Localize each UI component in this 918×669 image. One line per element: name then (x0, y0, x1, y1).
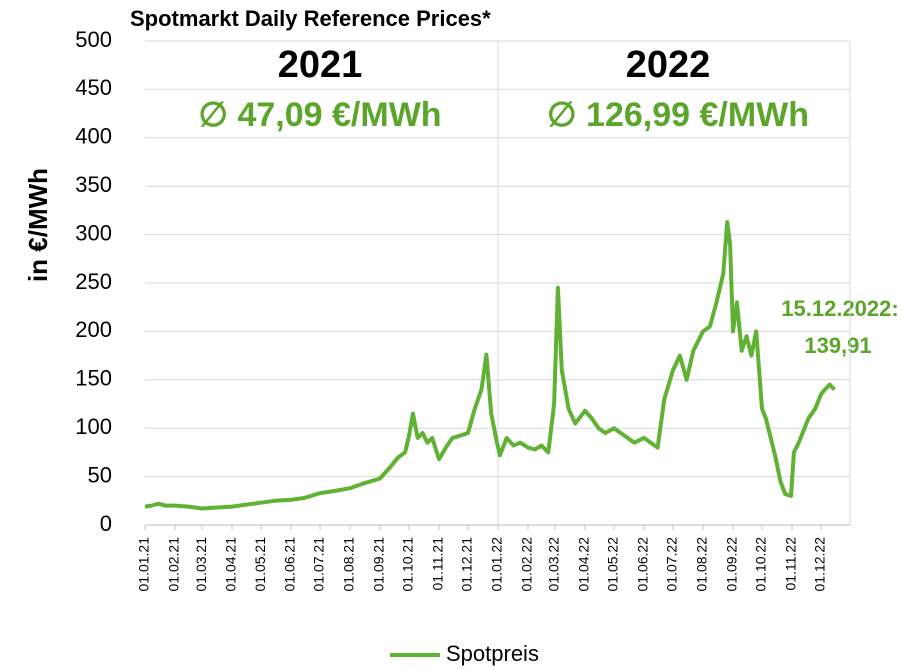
x-tick-label: 01.08.21 (341, 537, 357, 592)
x-tick-label: 01.12.21 (459, 537, 475, 592)
x-tick-label: 01.03.21 (193, 537, 209, 592)
last-value-label: 15.12.2022: (781, 296, 898, 321)
y-tick-label: 500 (75, 27, 112, 52)
x-tick-label: 01.04.22 (576, 537, 592, 592)
legend-label: Spotpreis (446, 641, 539, 666)
x-tick-label: 01.06.22 (635, 537, 651, 592)
x-tick-label: 01.11.21 (430, 537, 446, 591)
y-tick-label: 250 (75, 269, 112, 294)
y-tick-label: 100 (75, 414, 112, 439)
x-tick-label: 01.08.22 (694, 537, 710, 592)
x-tick-label: 01.05.22 (605, 537, 621, 592)
y-tick-label: 50 (88, 462, 112, 487)
y-tick-label: 300 (75, 220, 112, 245)
y-tick-label: 450 (75, 75, 112, 100)
y-tick-label: 400 (75, 124, 112, 149)
x-tick-label: 01.06.21 (282, 537, 298, 592)
x-tick-label: 01.07.21 (311, 537, 327, 592)
year-label: 2022 (626, 44, 711, 86)
x-tick-label: 01.10.22 (753, 537, 769, 592)
x-tick-label: 01.02.21 (166, 537, 182, 592)
y-tick-label: 0 (100, 511, 112, 536)
x-tick-label: 01.10.21 (400, 537, 416, 592)
x-tick-label: 01.01.21 (136, 537, 152, 592)
y-axis-label: in €/MWh (23, 168, 53, 282)
x-tick-label: 01.05.21 (252, 537, 268, 592)
x-tick-label: 01.01.22 (489, 537, 505, 592)
x-tick-label: 01.07.22 (664, 537, 680, 592)
x-tick-label: 01.12.22 (812, 537, 828, 592)
chart-title: Spotmarkt Daily Reference Prices* (130, 6, 491, 31)
x-tick-label: 01.09.22 (724, 537, 740, 592)
year-label: 2021 (278, 44, 363, 86)
x-tick-label: 01.04.21 (223, 537, 239, 592)
average-label: ∅ 126,99 €/MWh (547, 96, 809, 134)
average-label: ∅ 47,09 €/MWh (198, 96, 441, 134)
x-tick-label: 01.02.22 (519, 537, 535, 592)
last-value-label: 139,91 (804, 333, 871, 358)
y-tick-label: 150 (75, 366, 112, 391)
x-tick-label: 01.03.22 (546, 537, 562, 592)
price-line (144, 220, 836, 511)
x-tick-label: 01.09.21 (371, 537, 387, 592)
y-tick-label: 200 (75, 317, 112, 342)
y-tick-label: 350 (75, 172, 112, 197)
x-tick-label: 01.11.22 (783, 537, 799, 591)
